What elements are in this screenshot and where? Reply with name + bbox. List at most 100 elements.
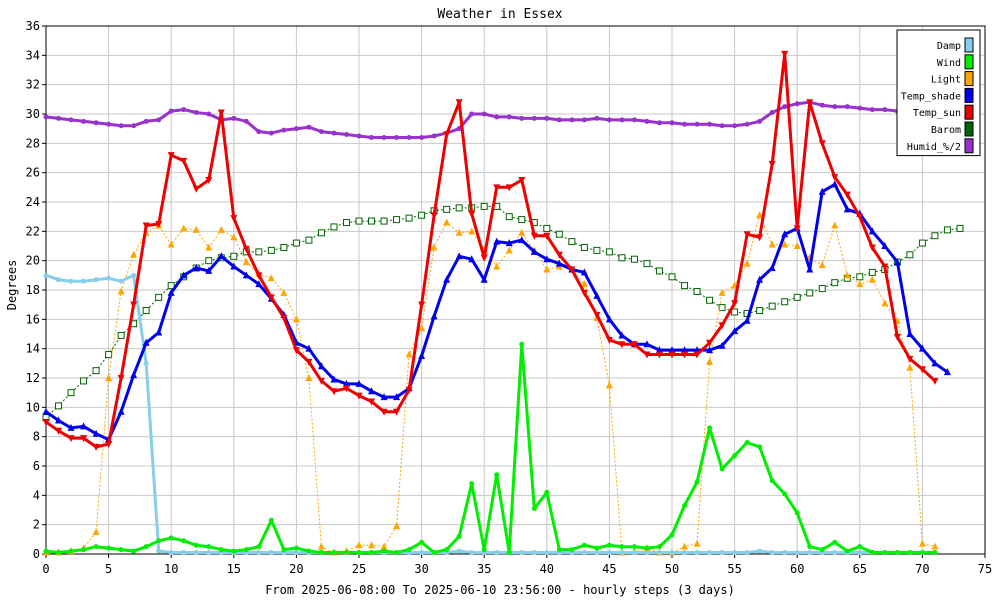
data-point-temp-sun bbox=[105, 441, 113, 448]
data-point-barom bbox=[806, 289, 814, 297]
data-point-humid-2 bbox=[381, 134, 387, 140]
data-point-damp bbox=[56, 277, 62, 283]
data-point-light bbox=[292, 315, 300, 323]
data-point-barom bbox=[818, 285, 826, 293]
data-point-temp-sun bbox=[80, 435, 88, 443]
data-point-light bbox=[393, 522, 401, 530]
data-point-light bbox=[743, 259, 751, 267]
data-point-damp bbox=[268, 550, 274, 556]
series-wind bbox=[43, 341, 938, 556]
data-point-wind bbox=[832, 539, 838, 545]
legend-swatch-barom bbox=[964, 121, 974, 137]
data-point-temp-sun bbox=[593, 311, 601, 319]
y-tick-label: 12 bbox=[26, 371, 40, 385]
data-point-light bbox=[92, 528, 100, 535]
data-point-temp-sun bbox=[655, 351, 663, 359]
data-point-damp bbox=[131, 272, 137, 278]
data-point-humid-2 bbox=[694, 121, 700, 127]
data-point-light bbox=[167, 240, 175, 248]
data-point-humid-2 bbox=[869, 107, 875, 113]
data-point-barom bbox=[142, 307, 150, 315]
data-point-wind bbox=[794, 510, 800, 516]
data-point-barom bbox=[330, 223, 338, 231]
data-point-temp-sun bbox=[505, 184, 513, 192]
data-point-humid-2 bbox=[181, 107, 187, 113]
y-tick-label: 26 bbox=[26, 166, 40, 180]
data-point-wind bbox=[857, 544, 863, 550]
legend-label-light: Light bbox=[931, 75, 961, 86]
data-point-barom bbox=[543, 224, 551, 232]
data-point-humid-2 bbox=[682, 121, 688, 127]
data-point-light bbox=[418, 324, 426, 332]
data-point-temp-sun bbox=[230, 215, 238, 223]
data-point-wind bbox=[869, 550, 875, 556]
data-point-barom bbox=[393, 216, 401, 224]
data-point-damp bbox=[256, 550, 262, 556]
data-point-humid-2 bbox=[456, 126, 462, 132]
data-point-light bbox=[493, 262, 501, 270]
data-point-light bbox=[380, 542, 388, 550]
data-point-damp bbox=[682, 550, 688, 556]
data-point-humid-2 bbox=[168, 108, 174, 114]
y-tick-label: 22 bbox=[26, 224, 40, 238]
data-point-wind bbox=[844, 548, 850, 554]
data-point-humid-2 bbox=[619, 117, 625, 123]
data-point-damp bbox=[143, 360, 149, 366]
data-point-barom bbox=[918, 239, 926, 247]
data-point-damp bbox=[744, 550, 750, 556]
data-point-damp bbox=[594, 550, 600, 556]
data-point-wind bbox=[293, 545, 299, 551]
data-point-humid-2 bbox=[832, 104, 838, 110]
data-point-barom bbox=[205, 257, 213, 265]
data-point-temp-shade bbox=[681, 346, 689, 354]
data-point-damp bbox=[857, 550, 863, 556]
data-point-wind bbox=[469, 481, 475, 487]
data-point-humid-2 bbox=[43, 114, 49, 120]
data-point-temp-shade bbox=[806, 265, 814, 273]
data-point-humid-2 bbox=[494, 114, 500, 120]
series-line-barom bbox=[45, 205, 961, 418]
data-point-barom bbox=[618, 254, 626, 262]
data-point-humid-2 bbox=[256, 129, 262, 135]
data-point-damp bbox=[494, 550, 500, 556]
data-point-wind bbox=[406, 547, 412, 553]
data-point-barom bbox=[292, 239, 300, 247]
data-point-temp-shade bbox=[605, 315, 613, 323]
data-point-damp bbox=[782, 550, 788, 556]
legend-label-temp-shade: Temp_shade bbox=[901, 91, 961, 102]
data-point-temp-sun bbox=[180, 157, 188, 165]
data-point-temp-shade bbox=[42, 407, 50, 415]
data-point-temp-sun bbox=[706, 339, 714, 347]
x-tick-label: 70 bbox=[915, 562, 929, 576]
data-point-light bbox=[518, 228, 526, 236]
data-point-temp-shade bbox=[80, 422, 88, 430]
x-tick-label: 65 bbox=[853, 562, 867, 576]
data-point-light bbox=[180, 224, 188, 232]
x-tick-label: 50 bbox=[665, 562, 679, 576]
data-point-temp-shade bbox=[643, 340, 651, 348]
data-point-temp-sun bbox=[42, 419, 50, 426]
data-point-wind bbox=[682, 503, 688, 509]
data-point-damp bbox=[193, 550, 199, 556]
data-point-temp-sun bbox=[317, 377, 325, 385]
data-point-wind bbox=[506, 550, 512, 556]
data-point-damp bbox=[619, 550, 625, 556]
data-point-barom bbox=[355, 217, 363, 225]
data-point-humid-2 bbox=[769, 110, 775, 116]
data-point-humid-2 bbox=[281, 127, 287, 133]
data-point-wind bbox=[331, 550, 337, 556]
data-point-barom bbox=[768, 302, 776, 310]
data-point-wind bbox=[56, 550, 62, 556]
data-point-wind bbox=[782, 491, 788, 497]
data-point-temp-sun bbox=[67, 435, 75, 443]
legend-swatch-temp-sun bbox=[964, 104, 974, 120]
data-point-barom bbox=[317, 229, 325, 237]
data-point-wind bbox=[318, 550, 324, 556]
data-point-temp-shade bbox=[768, 264, 776, 271]
data-point-temp-sun bbox=[217, 109, 225, 117]
data-point-humid-2 bbox=[81, 118, 87, 124]
data-point-barom bbox=[380, 217, 388, 225]
y-tick-label: 8 bbox=[33, 430, 40, 444]
data-point-temp-shade bbox=[355, 379, 363, 387]
data-point-wind bbox=[694, 479, 700, 485]
